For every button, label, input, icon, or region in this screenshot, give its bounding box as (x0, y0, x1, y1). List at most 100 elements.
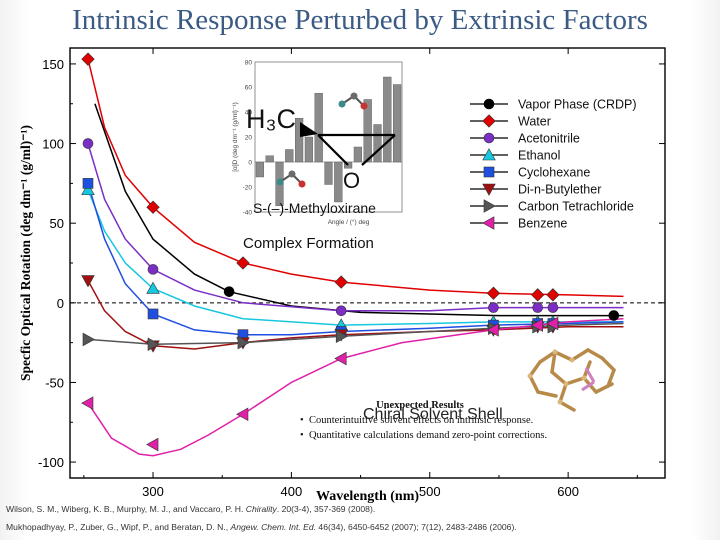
inset-y-axis-label: [α]D (deg dm⁻¹ (g/ml)⁻¹) (232, 102, 239, 172)
solvent-bond (536, 390, 558, 398)
notes-bullet-1: • Counterintuitive solvent effects on in… (300, 415, 534, 426)
legend-label: Carbon Tetrachloride (518, 200, 634, 214)
data-point (547, 302, 559, 313)
inset-bar (324, 161, 333, 185)
inset-bar (344, 161, 353, 169)
legend-marker (483, 132, 495, 144)
x-axis-label: Wavelength (nm) (316, 489, 419, 504)
solvent-atom (563, 381, 569, 387)
solvent-bond (528, 374, 540, 394)
series-curve (87, 183, 624, 336)
solute-bond (581, 380, 595, 392)
solvent-bond (586, 348, 604, 360)
oxygen-label: O (343, 168, 360, 193)
solvent-bond (564, 376, 586, 386)
solvent-bond (606, 368, 616, 388)
series-curve (87, 58, 624, 298)
data-point (531, 288, 545, 302)
series-curve (87, 189, 624, 326)
legend-item: Di-n-Butylether (470, 183, 601, 197)
data-point (223, 286, 235, 297)
y-tick-label: -50 (45, 375, 64, 390)
data-point (486, 323, 499, 337)
inset-molecule-upper (338, 92, 368, 110)
solvent-atom (569, 357, 575, 363)
molecule-atom (360, 102, 368, 110)
x-tick-label: 500 (419, 484, 441, 499)
y-tick-label: 0 (57, 296, 64, 311)
series-curve (87, 143, 624, 312)
data-point (334, 351, 347, 366)
solvent-bond (558, 400, 576, 412)
data-point (81, 182, 95, 196)
data-point (608, 310, 620, 321)
data-point (236, 256, 250, 270)
data-point (546, 316, 559, 331)
solvent-atom (581, 375, 587, 381)
molecule-atom (276, 178, 284, 186)
molecule-atom (350, 92, 358, 100)
solvent-bond (600, 356, 616, 372)
inset-y-tick-label: 20 (245, 135, 253, 142)
wedge-bond (300, 122, 318, 137)
ring-bond (361, 134, 396, 166)
data-point (236, 407, 249, 422)
inset-bar (363, 99, 372, 163)
legend-marker (482, 114, 496, 128)
ring-bond (317, 134, 349, 166)
molecule-atom (338, 100, 346, 108)
data-point (335, 305, 347, 317)
inset-bar (295, 118, 304, 163)
inset-bar (334, 161, 343, 203)
data-point (147, 337, 160, 351)
legend: Vapor Phase (CRDP) Water Acetonitrile Ethan… (470, 98, 637, 231)
solvent-bond (550, 350, 557, 374)
legend-label: Vapor Phase (CRDP) (518, 98, 637, 112)
references: Wilson, S. M., Wiberg, K. B., Murphy, M.… (6, 500, 517, 536)
solvent-cluster-image (527, 348, 616, 412)
legend-marker (483, 166, 495, 178)
y-tick-label: 150 (42, 57, 64, 72)
inset-chart: 80 60 40 20 0 -20 -40 [α]D (deg dm⁻¹ (g/ml)⁻¹) A… (232, 60, 403, 226)
solvent-bond (553, 350, 574, 362)
data-point (82, 138, 94, 149)
data-point (486, 286, 501, 300)
methyl-label: H₃C (246, 104, 296, 134)
inset-y-tick-label: 80 (245, 60, 253, 67)
inset-y-tick-label: 40 (245, 110, 253, 117)
data-point (147, 264, 159, 275)
x-tick-label: 400 (281, 484, 303, 499)
data-point (82, 178, 94, 189)
inset-y-tick-label: 0 (248, 160, 252, 167)
legend-marker (482, 216, 495, 230)
inset-bar (265, 155, 274, 163)
legend-label: Water (518, 115, 551, 129)
legend-item: Cyclohexane (470, 166, 590, 180)
inset-bar (393, 84, 402, 163)
x-tick-label: 300 (142, 484, 164, 499)
solvent-atom (527, 373, 533, 379)
data-point (488, 302, 499, 313)
y-axis-label: Specfic Optical Rotation (deg dm⁻¹ (g/ml… (18, 125, 33, 381)
solvent-atom (552, 349, 558, 355)
inset-bar (285, 149, 294, 163)
epoxide-structure: H₃C O S-(–)-Methyloxirane Complex Formation (243, 104, 396, 252)
molecule-name: S-(–)-Methyloxirane (253, 200, 376, 216)
inset-x-axis-label: Angle / (°) deg (328, 218, 370, 226)
legend-item: Acetonitrile (470, 132, 580, 146)
inset-bar (383, 76, 392, 163)
data-point (334, 275, 348, 289)
legend-marker (482, 183, 496, 196)
data-point (546, 288, 560, 302)
solvent-bond (570, 348, 590, 362)
legend-item: Benzene (470, 216, 567, 231)
inset-bar (373, 124, 382, 163)
data-point (147, 308, 159, 320)
legend-item: Water (470, 114, 551, 129)
inset-y-tick-label: 60 (245, 85, 253, 92)
y-tick-label: -100 (38, 455, 64, 470)
solvent-bond (528, 360, 542, 378)
legend-marker (483, 199, 496, 213)
inset-bar (353, 146, 363, 163)
